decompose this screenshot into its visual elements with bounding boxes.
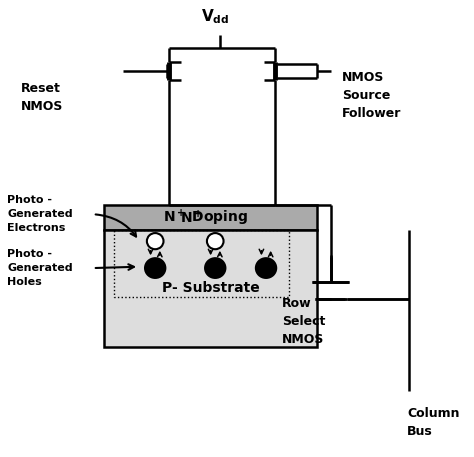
Circle shape: [207, 233, 224, 249]
Circle shape: [147, 233, 164, 249]
Text: P- Substrate: P- Substrate: [162, 281, 259, 295]
Circle shape: [145, 258, 165, 278]
Text: Column
Bus: Column Bus: [407, 407, 459, 438]
Text: $\mathbf{N^+}$ Doping: $\mathbf{N^+}$ Doping: [164, 207, 249, 228]
Circle shape: [256, 258, 276, 278]
Text: NMOS
Source
Follower: NMOS Source Follower: [342, 71, 401, 120]
Text: $\mathbf{V_{dd}}$: $\mathbf{V_{dd}}$: [201, 7, 229, 26]
Circle shape: [205, 258, 226, 278]
Bar: [104, 205, 317, 230]
Text: Row
Select
NMOS: Row Select NMOS: [282, 298, 326, 346]
Text: Reset
NMOS: Reset NMOS: [21, 82, 64, 113]
Text: Photo -
Generated
Holes: Photo - Generated Holes: [8, 249, 73, 287]
Text: Photo -
Generated
Electrons: Photo - Generated Electrons: [8, 195, 73, 233]
Bar: [104, 230, 317, 346]
Text: $\mathbf{N^+}$: $\mathbf{N^+}$: [180, 209, 206, 226]
